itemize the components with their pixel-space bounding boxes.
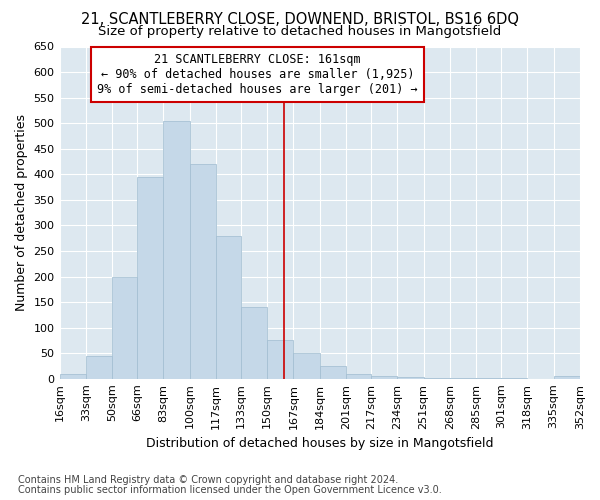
Bar [397,378,424,379]
Bar [501,378,527,379]
Text: Size of property relative to detached houses in Mangotsfield: Size of property relative to detached ho… [98,25,502,38]
Bar [450,378,476,379]
Bar [216,236,241,379]
Text: 21 SCANTLEBERRY CLOSE: 161sqm
← 90% of detached houses are smaller (1,925)
9% of: 21 SCANTLEBERRY CLOSE: 161sqm ← 90% of d… [97,53,418,96]
Text: Contains HM Land Registry data © Crown copyright and database right 2024.: Contains HM Land Registry data © Crown c… [18,475,398,485]
Bar [112,276,137,379]
Bar [554,376,580,379]
Bar [346,374,371,379]
Text: 21, SCANTLEBERRY CLOSE, DOWNEND, BRISTOL, BS16 6DQ: 21, SCANTLEBERRY CLOSE, DOWNEND, BRISTOL… [81,12,519,28]
Bar [59,374,86,379]
X-axis label: Distribution of detached houses by size in Mangotsfield: Distribution of detached houses by size … [146,437,494,450]
Bar [371,376,397,379]
Bar [190,164,216,379]
Bar [267,340,293,379]
Y-axis label: Number of detached properties: Number of detached properties [15,114,28,311]
Bar [163,120,190,379]
Bar [320,366,346,379]
Bar [293,353,320,379]
Bar [137,177,163,379]
Text: Contains public sector information licensed under the Open Government Licence v3: Contains public sector information licen… [18,485,442,495]
Bar [241,307,267,379]
Bar [86,356,112,379]
Bar [476,378,501,379]
Bar [424,378,450,379]
